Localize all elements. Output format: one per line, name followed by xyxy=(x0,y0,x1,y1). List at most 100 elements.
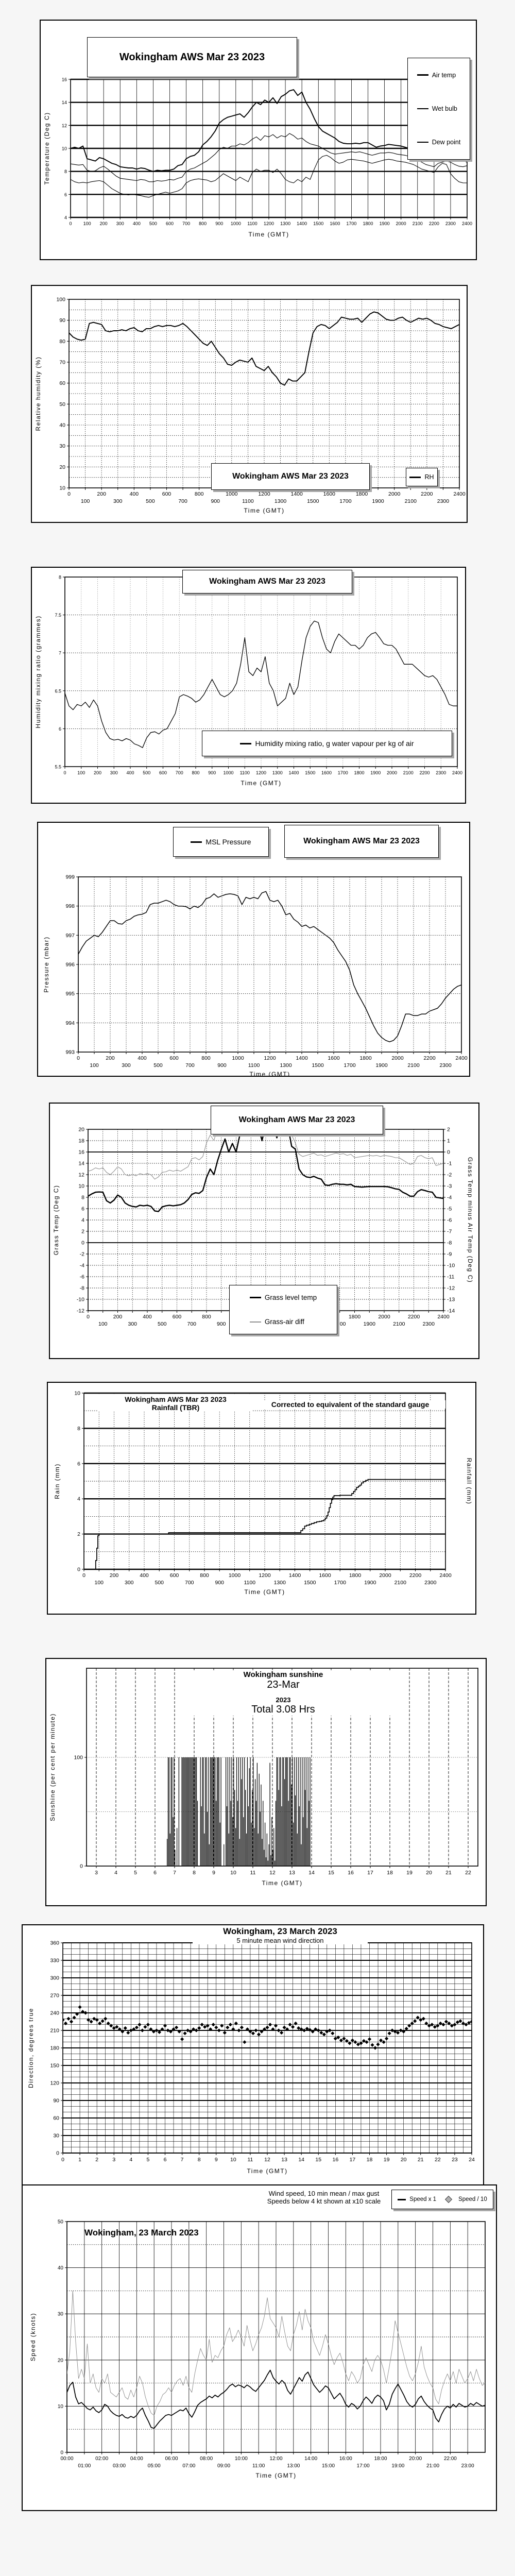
y2-tick-label: -13 xyxy=(447,1297,455,1303)
y-tick-label: 100 xyxy=(56,297,65,303)
x-tick-label: 2400 xyxy=(455,1055,468,1061)
diamond-sample-icon xyxy=(445,2195,453,2204)
y-tick-label: 30 xyxy=(58,2312,64,2317)
y-tick-label: -2 xyxy=(80,1251,84,1258)
y-tick-label: 993 xyxy=(65,1049,75,1056)
y-axis-title: Relative humidity (%) xyxy=(35,357,42,431)
y-tick-label: 70 xyxy=(59,360,65,366)
x-tick-label: 6 xyxy=(164,2157,167,2163)
y-tick-label: 6 xyxy=(59,726,61,732)
x-tick-label: 9 xyxy=(215,2157,218,2163)
x-tick-label: 1100 xyxy=(242,498,254,504)
legend-item: Grass-air diff xyxy=(247,1317,307,1327)
x-axis-title: Time (GMT) xyxy=(255,2472,296,2479)
y-tick-label: 0 xyxy=(80,1863,83,1870)
y2-tick-label: -3 xyxy=(447,1183,452,1190)
y-tick-label: 5.5 xyxy=(55,765,61,770)
legend-item: Speed / 10 xyxy=(439,2195,490,2204)
chart-wind-speed: 00:00 01:00 02:00 03:00 04:00 05:00 06:00 07:00… xyxy=(22,2184,497,2511)
y-tick-label: 30 xyxy=(59,443,65,449)
y-tick-label: 20 xyxy=(59,464,65,470)
x-tick-label: 20 xyxy=(401,2157,407,2163)
chart-header-block: Wind speed, 10 min mean / max gust Speed… xyxy=(239,2190,409,2205)
x-tick-label: 16 xyxy=(332,2157,338,2163)
y-tick-label: 16 xyxy=(78,1149,84,1156)
x-tick-label: 12 xyxy=(264,2157,270,2163)
x-tick-label: 1000 xyxy=(223,770,233,775)
x-tick-label: 100 xyxy=(83,221,91,226)
y2-tick-label: -11 xyxy=(447,1274,455,1280)
x-tick-label: 900 xyxy=(217,1062,227,1069)
y-tick-label: 30 xyxy=(53,2133,59,2139)
chart-title-text: Wokingham AWS Mar 23 2023 xyxy=(209,577,325,586)
x-tick-label: 1600 xyxy=(330,221,340,226)
x-tick-label: 300 xyxy=(110,770,118,775)
x-tick-label: 2100 xyxy=(407,1062,420,1069)
wind-speed-plot: 00:00 01:00 02:00 03:00 04:00 05:00 06:00 07:00… xyxy=(29,2219,486,2479)
x-tick-label: 2300 xyxy=(424,1580,437,1586)
x-tick-label: 22:00 xyxy=(444,2456,457,2462)
y-tick-label: 994 xyxy=(65,1020,75,1026)
y-tick-label: -10 xyxy=(77,1297,84,1303)
x-tick-label: 19 xyxy=(384,2157,390,2163)
y-tick-label: 0 xyxy=(77,1567,80,1573)
series-grass-air-diff xyxy=(88,1129,443,1180)
x-tick-label: 1000 xyxy=(232,1055,244,1061)
y-tick-label: 330 xyxy=(50,1958,59,1964)
x-tick-label: 1800 xyxy=(363,221,373,226)
y-tick-label: 60 xyxy=(59,380,65,386)
chart-title-block: Wokingham, 23 March 2023 5 minute mean w… xyxy=(193,1926,368,1944)
x-tick-label: 0 xyxy=(67,491,71,497)
x-tick-label: 1400 xyxy=(290,491,303,497)
x-tick-label: 15:00 xyxy=(322,2463,335,2469)
y-tick-label: 10 xyxy=(62,146,67,151)
chart-title-block: Wokingham sunshine 23-Mar 2023 Total 3.0… xyxy=(175,1670,391,1716)
x-tick-label: 18 xyxy=(387,1870,393,1876)
x-tick-label: 13:00 xyxy=(287,2463,300,2469)
x-tick-label: 19 xyxy=(406,1870,413,1876)
y-tick-label: 4 xyxy=(77,1496,80,1502)
x-tick-label: 17 xyxy=(367,1870,373,1876)
y-tick-label: 14 xyxy=(62,100,67,105)
x-axis-title: Time (GMT) xyxy=(244,507,284,514)
x-tick-label: 700 xyxy=(182,221,190,226)
line-sample-icon xyxy=(240,742,252,744)
x-tick-label: 600 xyxy=(170,1572,179,1579)
y-tick-label: 90 xyxy=(53,2098,59,2104)
x-tick-label: 1000 xyxy=(226,491,238,497)
y-tick-label: 16 xyxy=(62,77,67,82)
x-tick-label: 300 xyxy=(116,221,124,226)
y2-axis-title: Grass Temp minus Air Temp (Deg C) xyxy=(467,1157,474,1283)
x-tick-label: 1300 xyxy=(274,1580,286,1586)
x-tick-label: 1200 xyxy=(256,770,266,775)
chart-title-text: Wokingham AWS Mar 23 2023 xyxy=(125,1395,227,1403)
x-tick-label: 1400 xyxy=(289,1572,301,1579)
series-rh xyxy=(69,311,459,386)
x-tick-label: 200 xyxy=(100,221,108,226)
x-tick-label: 20 xyxy=(426,1870,432,1876)
x-tick-label: 16 xyxy=(348,1870,354,1876)
y-axis-title: Temperature (Deg C) xyxy=(43,112,50,184)
x-tick-label: 1800 xyxy=(349,1572,362,1579)
x-tick-label: 300 xyxy=(122,1062,131,1069)
chart-title-text: Wokingham sunshine xyxy=(243,1670,323,1679)
x-tick-label: 7 xyxy=(173,1870,176,1876)
x-tick-label: 1500 xyxy=(313,221,323,226)
x-tick-label: 700 xyxy=(176,770,183,775)
legend: Speed x 1 Speed / 10 xyxy=(391,2190,493,2209)
series-mean-speed xyxy=(67,2369,485,2429)
x-tick-label: 1200 xyxy=(259,1572,271,1579)
x-tick-label: 100 xyxy=(94,1580,104,1586)
x-tick-label: 100 xyxy=(90,1062,99,1069)
x-tick-label: 1400 xyxy=(296,1055,308,1061)
x-tick-label: 800 xyxy=(192,770,199,775)
x-tick-label: 1000 xyxy=(231,221,241,226)
x-tick-label: 2200 xyxy=(423,1055,436,1061)
x-tick-label: 2300 xyxy=(439,1062,452,1069)
x-tick-label: 5 xyxy=(146,2157,149,2163)
x-tick-label: 2200 xyxy=(421,491,433,497)
x-tick-label: 18:00 xyxy=(374,2456,387,2462)
x-tick-label: 1300 xyxy=(274,498,287,504)
line-sample-icon xyxy=(417,108,428,109)
x-axis-title: Time (GMT) xyxy=(248,231,289,238)
